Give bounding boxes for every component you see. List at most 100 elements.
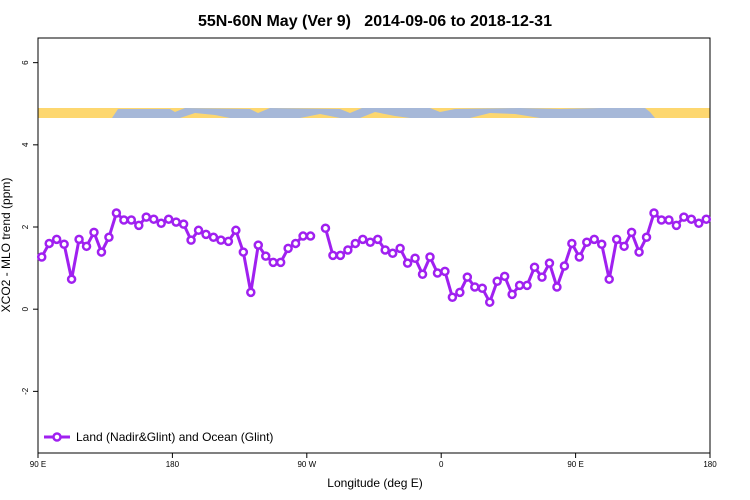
data-point — [126, 215, 137, 225]
data-point — [66, 274, 77, 284]
data-point — [81, 241, 92, 252]
data-point — [611, 234, 622, 245]
x-tick-label: 0 — [439, 460, 444, 469]
data-point — [559, 261, 570, 271]
data-point — [358, 234, 368, 245]
data-point — [171, 217, 181, 227]
data-point — [492, 276, 502, 286]
data-point — [387, 248, 398, 259]
data-point — [208, 232, 219, 243]
data-point — [268, 257, 278, 268]
data-point — [44, 238, 54, 249]
data-point — [372, 234, 383, 245]
data-point — [36, 252, 47, 262]
data-point — [567, 238, 577, 249]
data-point — [283, 243, 293, 254]
data-point — [596, 239, 607, 250]
data-point — [193, 225, 204, 236]
data-point — [671, 220, 682, 231]
data-point — [246, 287, 256, 298]
data-point — [694, 218, 704, 229]
data-point — [604, 274, 614, 284]
data-point — [537, 272, 547, 282]
data-point — [664, 215, 674, 225]
x-axis-label: Longitude (deg E) — [327, 476, 422, 490]
x-tick-label: 90 E — [30, 460, 46, 469]
data-point — [216, 235, 226, 245]
data-point — [626, 227, 637, 238]
legend-marker — [52, 432, 62, 442]
data-point — [275, 257, 286, 268]
data-point — [462, 272, 473, 282]
data-point — [425, 252, 435, 262]
plot-frame — [37, 37, 711, 454]
data-point — [328, 250, 338, 261]
x-tick-label: 90 E — [567, 460, 583, 469]
data-point — [320, 223, 331, 233]
data-point — [343, 245, 353, 255]
data-point — [119, 215, 129, 225]
x-tick-label: 180 — [703, 460, 717, 469]
data-point — [656, 215, 667, 225]
data-point — [679, 212, 689, 222]
y-axis-label: XCO2 - MLO trend (ppm) — [0, 178, 13, 313]
data-point — [350, 238, 361, 249]
data-point — [440, 266, 450, 277]
data-point — [455, 287, 465, 298]
data-point — [447, 292, 458, 303]
data-point — [111, 208, 122, 218]
data-point — [552, 282, 562, 292]
data-point — [522, 280, 532, 291]
data-point — [231, 225, 241, 236]
data-point — [686, 214, 697, 224]
data-point — [470, 282, 480, 292]
data-point — [163, 214, 174, 224]
x-tick-label: 180 — [166, 460, 180, 469]
data-point — [201, 229, 211, 240]
data-point — [641, 232, 652, 243]
data-point — [223, 236, 234, 247]
legend-label: Land (Nadir&Glint) and Ocean (Glint) — [76, 430, 273, 444]
data-point — [134, 220, 144, 231]
data-point — [186, 235, 196, 245]
data-point — [507, 289, 517, 300]
data-point — [484, 297, 495, 307]
y-tick-label: 6 — [21, 60, 30, 65]
data-point — [477, 283, 488, 293]
data-point — [141, 212, 152, 222]
data-point — [305, 231, 316, 241]
data-point — [574, 252, 585, 262]
band-land-patch — [180, 112, 540, 118]
data-point — [156, 218, 166, 229]
data-point — [380, 245, 390, 255]
data-point — [253, 240, 264, 250]
x-tick-label: 90 W — [297, 460, 316, 469]
y-tick-label: -2 — [21, 387, 30, 395]
y-tick-label: 2 — [21, 224, 30, 229]
data-point — [89, 227, 99, 238]
data-point — [499, 271, 510, 282]
land-ocean-band — [38, 108, 710, 118]
data-point — [701, 214, 712, 224]
data-point — [260, 251, 271, 261]
data-point — [432, 268, 443, 278]
data-point — [148, 214, 159, 224]
data-point — [402, 258, 413, 268]
data-point — [514, 280, 525, 291]
data-point — [395, 243, 405, 254]
data-point — [365, 237, 376, 247]
data-point — [59, 239, 69, 250]
data-point — [238, 247, 249, 257]
data-point — [335, 250, 346, 261]
data-point — [619, 241, 629, 252]
data-point — [582, 237, 592, 247]
data-point — [104, 232, 114, 243]
data-point — [178, 219, 189, 229]
chart-title: 55N-60N May (Ver 9) 2014-09-06 to 2018-1… — [198, 13, 552, 30]
data-point — [410, 253, 420, 263]
data-point — [51, 234, 62, 245]
data-point — [529, 262, 540, 273]
data-point — [634, 247, 644, 257]
y-tick-label: 4 — [21, 142, 30, 147]
